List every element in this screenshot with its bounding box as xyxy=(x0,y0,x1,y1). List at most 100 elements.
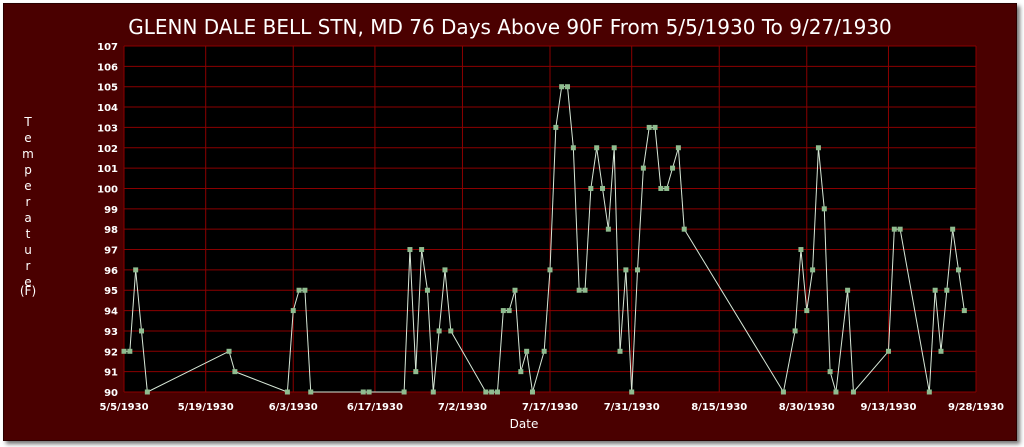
series-segment xyxy=(403,249,411,393)
series-segment xyxy=(829,371,837,393)
data-point xyxy=(658,185,664,191)
data-point xyxy=(419,247,425,253)
series-segment xyxy=(642,127,650,169)
data-point xyxy=(827,369,833,375)
y-axis-label-letter: p xyxy=(24,163,32,177)
series-segment xyxy=(549,127,557,270)
series-segment xyxy=(584,188,592,291)
data-point xyxy=(681,226,687,232)
series-segment xyxy=(794,249,802,331)
y-axis-label-letter: e xyxy=(24,131,31,145)
y-axis-label-letter: a xyxy=(24,211,31,225)
data-point xyxy=(442,267,448,273)
data-point xyxy=(284,389,290,395)
y-tick-label: 93 xyxy=(104,327,118,338)
data-point xyxy=(518,369,524,375)
series-segment xyxy=(135,269,143,331)
data-point xyxy=(810,267,816,273)
series-segment xyxy=(607,147,615,230)
data-point xyxy=(815,145,821,151)
data-point xyxy=(413,369,419,375)
y-tick-label: 106 xyxy=(97,62,118,73)
series-segment xyxy=(934,290,942,352)
series-segment xyxy=(677,147,685,230)
data-point xyxy=(226,348,232,354)
y-axis-label-letter: t xyxy=(26,227,31,241)
series-segment xyxy=(602,188,609,230)
series-segment xyxy=(304,290,312,393)
series-segment xyxy=(672,147,679,169)
grid xyxy=(123,45,977,393)
y-axis-label-letter: m xyxy=(22,147,34,161)
x-tick-label: 8/15/1930 xyxy=(691,402,747,413)
series-segment xyxy=(812,147,819,270)
data-point xyxy=(121,348,127,354)
series-segment xyxy=(141,330,148,393)
x-tick-label: 7/31/1930 xyxy=(604,402,660,413)
x-tick-label: 6/3/1930 xyxy=(269,402,318,413)
data-point xyxy=(944,287,950,293)
series-segment xyxy=(666,167,674,189)
data-point xyxy=(494,389,500,395)
x-tick-label: 6/17/1930 xyxy=(347,402,403,413)
y-tick-label: 101 xyxy=(97,164,118,175)
series-segment xyxy=(654,127,662,189)
series-segment xyxy=(817,147,825,209)
data-point xyxy=(961,308,967,314)
series-segment xyxy=(847,290,854,393)
data-point xyxy=(600,185,606,191)
x-tick-label: 7/17/1930 xyxy=(522,402,578,413)
data-point xyxy=(139,328,145,334)
series-segment xyxy=(526,351,533,393)
data-point xyxy=(570,145,576,151)
series-temperature xyxy=(121,84,967,395)
y-tick-label: 98 xyxy=(104,225,118,236)
series-segment xyxy=(835,290,849,393)
series-segment xyxy=(508,290,516,311)
data-point xyxy=(792,328,798,334)
x-tick-label: 8/30/1930 xyxy=(779,402,835,413)
series-segment xyxy=(572,147,580,291)
series-segment xyxy=(946,229,954,291)
data-point xyxy=(955,267,961,273)
data-point xyxy=(133,267,139,273)
data-point xyxy=(617,348,623,354)
data-point xyxy=(360,389,366,395)
data-point xyxy=(232,369,238,375)
data-point xyxy=(308,389,314,395)
y-axis-label-letter: r xyxy=(26,195,31,209)
series-segment xyxy=(234,371,288,393)
data-point xyxy=(565,84,571,90)
data-point xyxy=(675,145,681,151)
x-tick-label: 7/2/1930 xyxy=(438,402,487,413)
data-point xyxy=(885,348,891,354)
y-axis-label-letter: e xyxy=(24,275,31,289)
series-segment xyxy=(637,168,644,270)
y-tick-label: 95 xyxy=(104,286,118,297)
data-point xyxy=(407,247,413,253)
data-point xyxy=(833,389,839,395)
data-point xyxy=(529,389,535,395)
data-point xyxy=(582,287,588,293)
series-segment xyxy=(555,86,563,128)
y-tick-labels: 90 91 92 93 94 95 96 97 98 99 100 101 102 103 104 105 10… xyxy=(97,42,118,399)
data-point xyxy=(483,389,489,395)
data-point xyxy=(500,308,506,314)
y-tick-label: 90 xyxy=(104,388,118,399)
y-tick-label: 105 xyxy=(97,83,118,94)
data-point xyxy=(430,389,436,395)
y-tick-label: 92 xyxy=(104,347,118,358)
data-point xyxy=(506,308,512,314)
y-axis-label-letter: e xyxy=(24,179,31,193)
data-point xyxy=(547,267,553,273)
series-segment xyxy=(421,249,428,291)
data-point xyxy=(932,287,938,293)
data-point xyxy=(588,185,594,191)
data-point xyxy=(302,287,308,293)
series-segment xyxy=(438,269,446,331)
series-segment xyxy=(613,147,621,352)
data-point xyxy=(512,287,518,293)
series-segment xyxy=(450,330,487,393)
data-point xyxy=(646,124,652,130)
series-segment xyxy=(853,350,889,393)
